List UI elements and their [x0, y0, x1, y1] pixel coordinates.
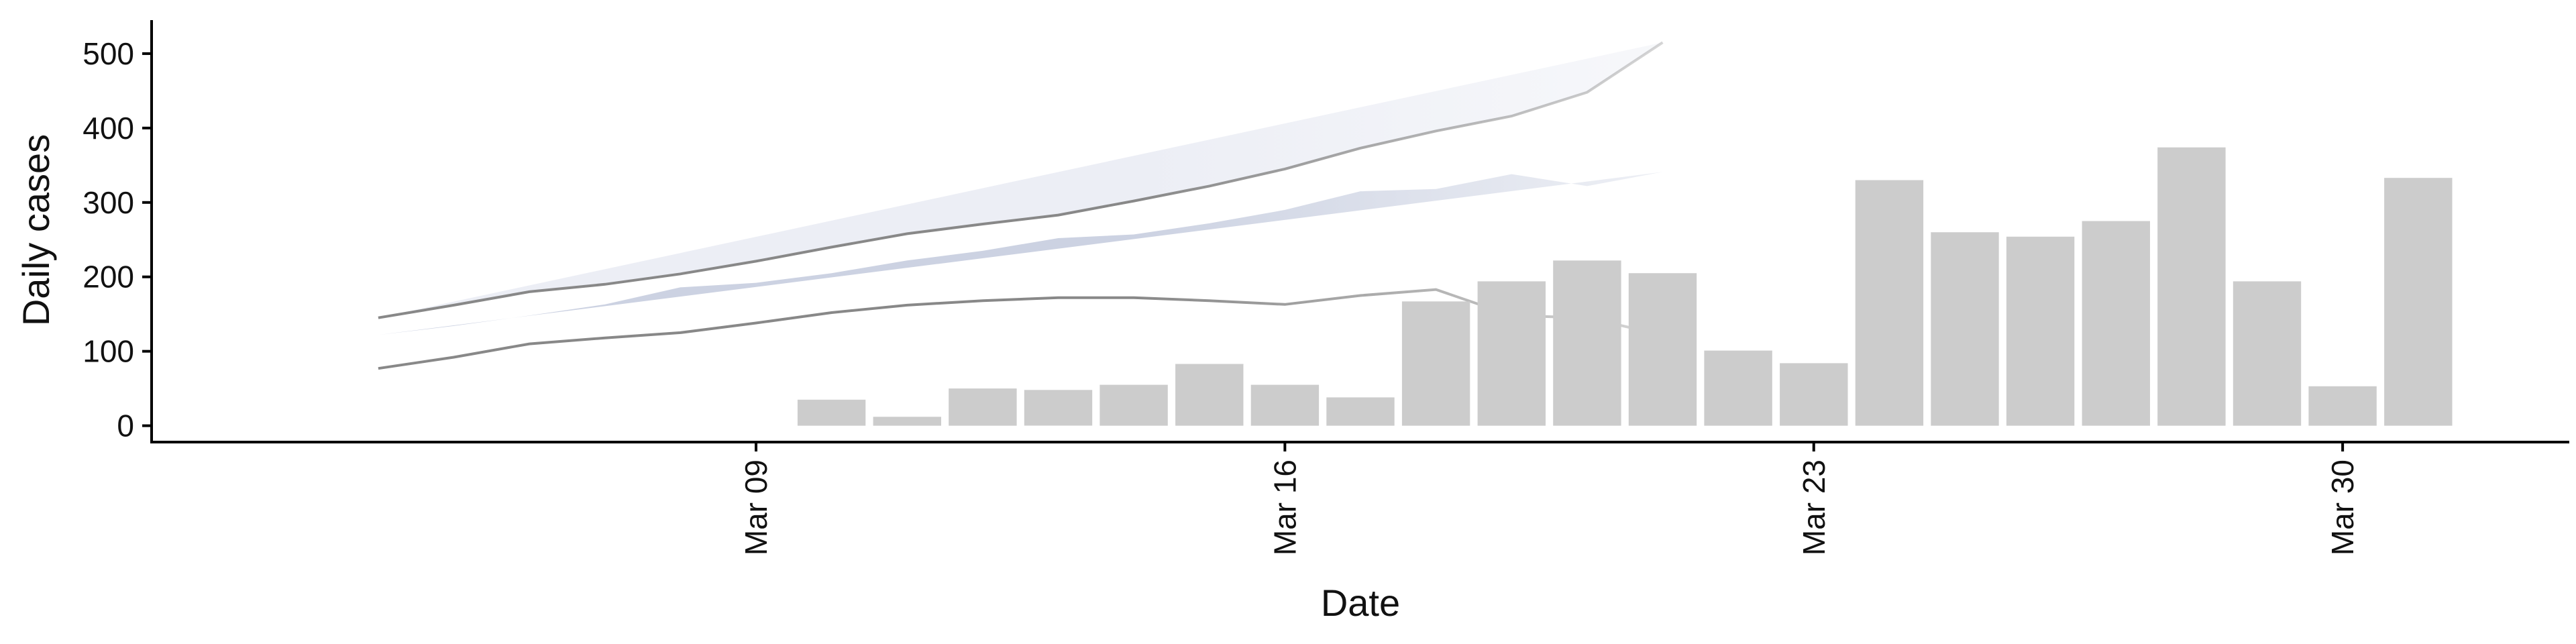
y-tick-label-500: 500 — [83, 36, 134, 71]
bars — [797, 147, 2453, 426]
bar-2020-03-31 — [2384, 178, 2453, 426]
axes — [150, 20, 2569, 443]
bar-2020-03-22 — [1704, 350, 1772, 426]
bar-2020-03-24 — [1855, 180, 1924, 426]
y-tick-label-400: 400 — [83, 111, 134, 146]
y-tick-label-0: 0 — [117, 409, 134, 443]
bar-2020-03-28 — [2157, 147, 2226, 426]
bar-2020-03-23 — [1780, 363, 1848, 426]
x-tick-label-2020-03-16: Mar 16 — [1267, 460, 1302, 555]
projection-outer-band — [378, 42, 1663, 318]
y-tick-label-100: 100 — [83, 334, 134, 369]
projection-bands — [378, 41, 1664, 370]
bar-2020-03-10 — [797, 399, 866, 426]
bar-2020-03-19 — [1477, 281, 1546, 426]
y-tick-label-200: 200 — [83, 260, 134, 294]
y-axis-title: Daily cases — [15, 134, 57, 326]
bar-2020-03-25 — [1931, 232, 1999, 426]
bar-2020-03-15 — [1175, 364, 1244, 426]
bar-2020-03-29 — [2233, 281, 2302, 426]
projection-lower-line — [378, 288, 1663, 370]
bar-2020-03-20 — [1553, 260, 1621, 426]
x-tick-label-2020-03-09: Mar 09 — [739, 460, 773, 555]
x-axis-title: Date — [1321, 582, 1400, 624]
bar-2020-03-11 — [873, 417, 941, 426]
bar-2020-03-12 — [949, 388, 1017, 426]
projection-upper-line — [378, 41, 1664, 319]
bar-2020-03-17 — [1326, 397, 1395, 426]
bar-2020-03-27 — [2082, 221, 2150, 426]
projection-inner-band — [378, 172, 1663, 335]
y-tick-label-300: 300 — [83, 185, 134, 220]
bar-2020-03-21 — [1628, 273, 1697, 426]
bar-2020-03-16 — [1250, 384, 1320, 426]
bar-2020-03-26 — [2006, 236, 2075, 426]
bar-2020-03-14 — [1099, 384, 1168, 426]
x-tick-label-2020-03-23: Mar 23 — [1796, 460, 1831, 555]
x-ticks: Mar 09 Mar 16 Mar 23 Mar 30 — [739, 442, 2360, 555]
y-ticks: 0 100 200 300 400 500 — [83, 36, 152, 443]
bar-2020-03-30 — [2308, 386, 2377, 426]
bar-2020-03-18 — [1401, 301, 1470, 426]
x-tick-label-2020-03-30: Mar 30 — [2325, 460, 2360, 555]
bar-2020-03-13 — [1024, 390, 1093, 426]
